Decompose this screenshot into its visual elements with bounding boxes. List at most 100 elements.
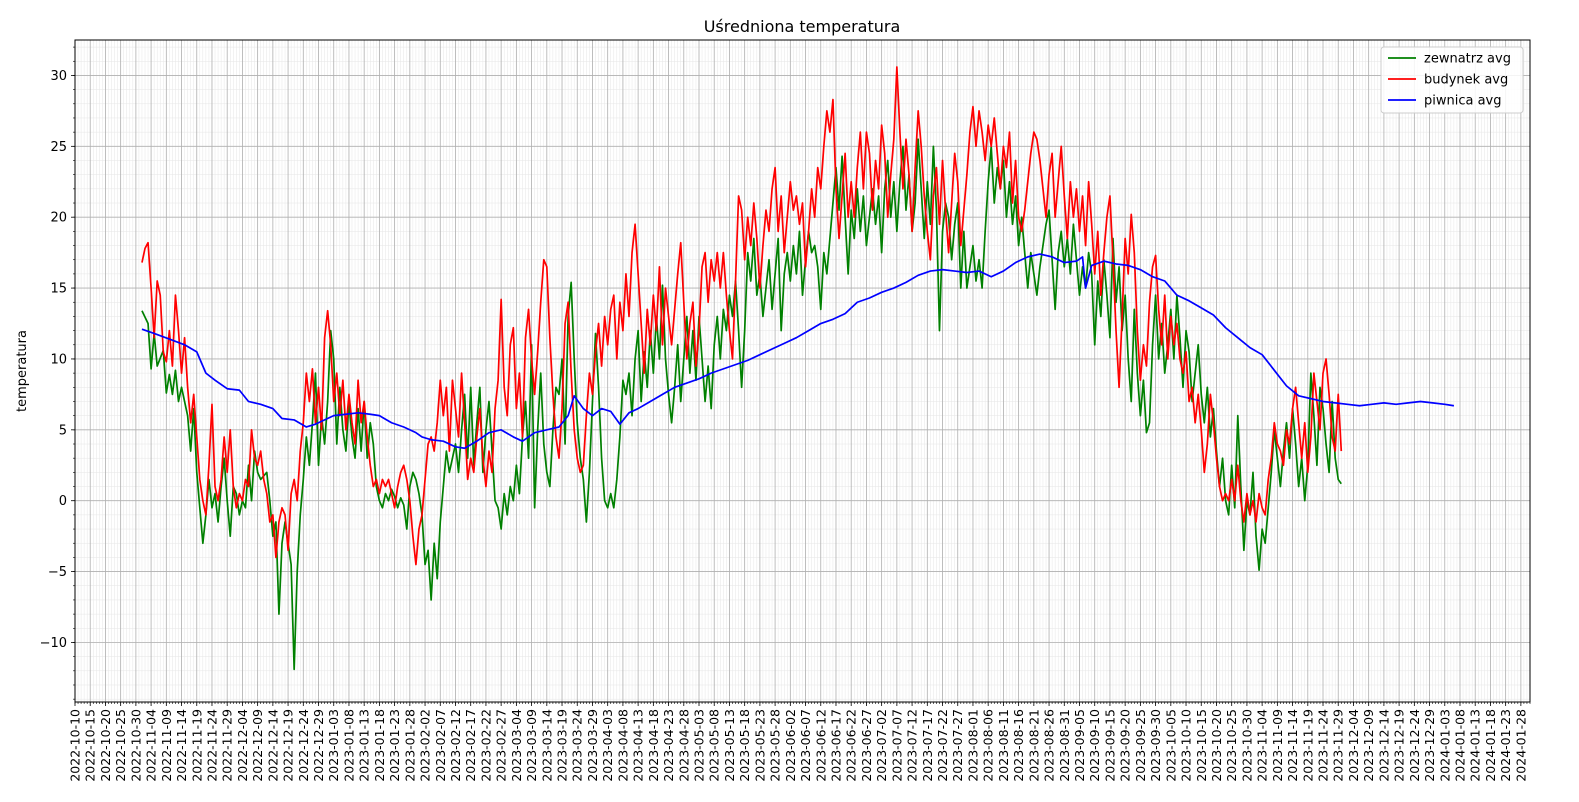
x-tick-label: 2023-03-09 <box>524 709 539 782</box>
x-tick-label: 2023-03-14 <box>539 709 554 782</box>
x-tick-label: 2024-01-18 <box>1483 709 1498 782</box>
x-tick-label: 2023-12-04 <box>1346 709 1361 782</box>
y-tick-label: 5 <box>59 423 67 438</box>
x-tick-label: 2023-10-10 <box>1179 709 1194 782</box>
x-tick-label: 2023-03-19 <box>555 709 570 782</box>
y-tick-label: 15 <box>50 282 67 297</box>
x-tick-label: 2022-11-14 <box>174 709 189 782</box>
x-tick-label: 2023-01-18 <box>372 709 387 782</box>
x-tick-label: 2023-09-25 <box>1133 709 1148 782</box>
x-tick-label: 2023-08-11 <box>996 709 1011 782</box>
x-tick-label: 2023-07-02 <box>874 709 889 782</box>
x-tick-label: 2023-08-21 <box>1026 709 1041 782</box>
x-tick-label: 2024-01-23 <box>1498 709 1513 782</box>
y-tick-label: 30 <box>50 69 67 84</box>
y-tick-label: 0 <box>59 494 67 509</box>
x-tick-label: 2022-12-19 <box>281 709 296 782</box>
x-tick-label: 2023-11-09 <box>1270 709 1285 782</box>
legend-label: piwnica avg <box>1424 94 1502 109</box>
x-tick-label: 2023-08-16 <box>1011 709 1026 782</box>
x-tick-label: 2023-11-29 <box>1331 709 1346 782</box>
x-tick-label: 2022-11-04 <box>144 709 159 782</box>
x-tick-label: 2024-01-28 <box>1513 709 1528 782</box>
x-tick-label: 2023-05-28 <box>768 709 783 782</box>
x-tick-label: 2023-05-18 <box>737 709 752 782</box>
x-tick-label: 2023-09-30 <box>1148 709 1163 782</box>
y-tick-label: −5 <box>48 565 67 580</box>
x-tick-label: 2023-01-13 <box>357 709 372 782</box>
x-tick-label: 2022-10-10 <box>68 709 83 782</box>
x-tick-label: 2023-02-12 <box>448 709 463 782</box>
x-tick-label: 2023-10-20 <box>1209 709 1224 782</box>
x-tick-label: 2023-11-24 <box>1316 709 1331 782</box>
legend-label: budynek avg <box>1424 73 1508 88</box>
x-tick-label: 2023-01-03 <box>326 709 341 782</box>
x-tick-label: 2023-11-19 <box>1300 709 1315 782</box>
x-tick-label: 2023-01-23 <box>387 709 402 782</box>
y-tick-label: 20 <box>50 211 67 226</box>
x-tick-label: 2022-12-04 <box>235 709 250 782</box>
x-tick-label: 2023-04-03 <box>600 709 615 782</box>
x-tick-label: 2023-06-17 <box>828 709 843 782</box>
x-tick-label: 2023-10-25 <box>1224 709 1239 782</box>
x-tick-label: 2023-10-15 <box>1194 709 1209 782</box>
x-tick-label: 2023-02-27 <box>494 709 509 782</box>
x-tick-label: 2024-01-03 <box>1437 709 1452 782</box>
chart-title: Uśredniona temperatura <box>704 17 901 36</box>
x-tick-label: 2023-02-22 <box>478 709 493 782</box>
x-tick-label: 2024-01-13 <box>1468 709 1483 782</box>
x-tick-label: 2022-10-25 <box>113 709 128 782</box>
x-tick-label: 2023-03-24 <box>570 709 585 782</box>
x-tick-label: 2023-06-12 <box>813 709 828 782</box>
x-tick-label: 2024-01-08 <box>1452 709 1467 782</box>
x-tick-label: 2023-01-08 <box>341 709 356 782</box>
x-axis: 2022-10-10 2022-10-15 2022-10-20 2022-10-25… <box>68 702 1531 782</box>
x-tick-label: 2022-12-09 <box>250 709 265 782</box>
x-tick-label: 2022-10-30 <box>128 709 143 782</box>
x-tick-label: 2023-09-05 <box>1072 709 1087 782</box>
x-tick-label: 2023-06-27 <box>859 709 874 782</box>
x-tick-label: 2023-04-23 <box>661 709 676 782</box>
x-tick-label: 2022-12-24 <box>296 709 311 782</box>
x-tick-label: 2022-11-09 <box>159 709 174 782</box>
x-tick-label: 2023-04-28 <box>676 709 691 782</box>
x-tick-label: 2023-11-04 <box>1255 709 1270 782</box>
series-line-2 <box>141 66 1343 566</box>
x-tick-label: 2022-12-14 <box>265 709 280 782</box>
x-tick-label: 2023-04-18 <box>646 709 661 782</box>
x-tick-label: 2023-05-03 <box>692 709 707 782</box>
x-tick-label: 2023-07-07 <box>889 709 904 782</box>
major-grid <box>74 40 1530 702</box>
x-tick-label: 2023-04-13 <box>631 709 646 782</box>
y-axis-label: temperatura <box>15 330 30 412</box>
x-tick-label: 2023-12-14 <box>1376 709 1391 782</box>
x-tick-label: 2023-06-22 <box>844 709 859 782</box>
x-tick-label: 2023-10-30 <box>1239 709 1254 782</box>
x-tick-label: 2023-02-02 <box>418 709 433 782</box>
x-tick-label: 2023-08-06 <box>981 709 996 782</box>
x-tick-label: 2022-10-15 <box>83 709 98 782</box>
x-tick-label: 2023-07-27 <box>950 709 965 782</box>
x-tick-label: 2023-12-29 <box>1422 709 1437 782</box>
x-tick-label: 2022-10-20 <box>98 709 113 782</box>
x-tick-label: 2023-12-24 <box>1407 709 1422 782</box>
x-tick-label: 2023-08-26 <box>1042 709 1057 782</box>
x-tick-label: 2023-08-31 <box>1057 709 1072 782</box>
y-tick-label: 25 <box>50 140 67 155</box>
x-tick-label: 2023-09-10 <box>1087 709 1102 782</box>
x-tick-label: 2023-01-28 <box>402 709 417 782</box>
series-line-3 <box>141 253 1455 450</box>
x-tick-label: 2023-03-04 <box>509 709 524 782</box>
legend-box <box>1380 46 1524 114</box>
minor-grid <box>74 40 1531 702</box>
x-tick-label: 2023-09-15 <box>1102 709 1117 782</box>
x-tick-label: 2023-07-17 <box>920 709 935 782</box>
x-tick-label: 2023-10-05 <box>1163 709 1178 782</box>
x-tick-label: 2022-11-19 <box>189 709 204 782</box>
x-tick-label: 2023-09-20 <box>1118 709 1133 782</box>
series-line-1 <box>141 138 1342 671</box>
x-tick-label: 2023-11-14 <box>1285 709 1300 782</box>
legend-label: zewnatrz avg <box>1424 52 1511 67</box>
x-tick-label: 2022-11-29 <box>220 709 235 782</box>
y-tick-label: 10 <box>50 352 67 367</box>
